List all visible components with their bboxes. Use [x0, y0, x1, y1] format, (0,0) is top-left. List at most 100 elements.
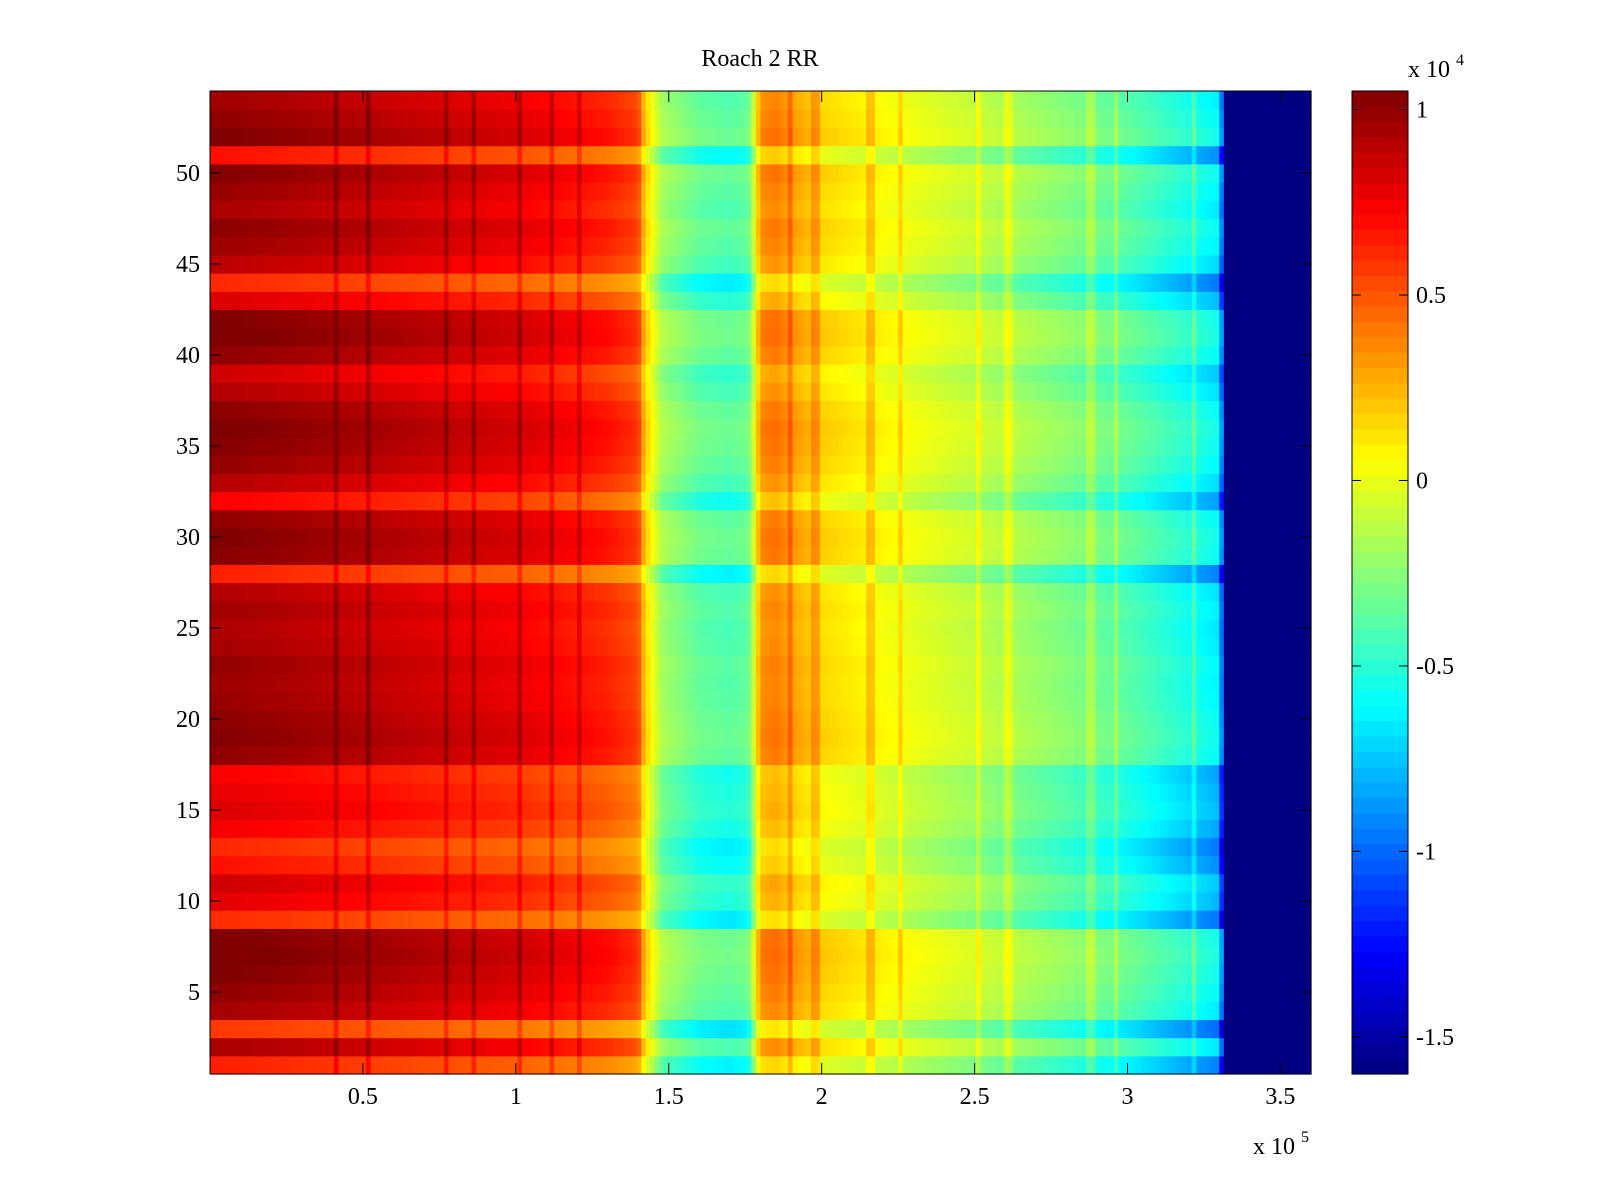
heatmap-cell: [1044, 946, 1051, 966]
heatmap-cell: [1301, 1019, 1308, 1039]
heatmap-cell: [1017, 691, 1023, 711]
heatmap-cell: [820, 1037, 826, 1057]
heatmap-cell: [691, 873, 697, 893]
heatmap-cell: [1136, 800, 1142, 820]
heatmap-cell: [641, 709, 647, 729]
heatmap-cell: [265, 728, 271, 747]
heatmap-cell: [329, 946, 335, 966]
heatmap-cell: [567, 891, 574, 911]
heatmap-cell: [797, 1055, 803, 1075]
heatmap-cell: [1012, 855, 1018, 875]
heatmap-cell: [728, 837, 734, 857]
heatmap-cell: [255, 891, 262, 911]
heatmap-cell: [751, 800, 757, 820]
heatmap-cell: [292, 746, 298, 766]
heatmap-cell: [1223, 946, 1230, 966]
heatmap-cell: [930, 891, 936, 911]
heatmap-cell: [1150, 764, 1156, 784]
heatmap-cell: [1246, 728, 1252, 747]
heatmap-cell: [1017, 873, 1023, 893]
heatmap-cell: [416, 1037, 422, 1057]
heatmap-cell: [1044, 873, 1051, 893]
heatmap-cell: [824, 709, 830, 729]
heatmap-cell: [370, 1037, 376, 1057]
heatmap-cell: [453, 855, 459, 875]
heatmap-cell: [1109, 837, 1115, 857]
heatmap-cell: [1228, 873, 1234, 893]
heatmap-cell: [1233, 819, 1239, 838]
heatmap-cell: [866, 782, 872, 802]
heatmap-cell: [549, 800, 555, 820]
heatmap-cell: [971, 837, 977, 857]
heatmap-cell: [664, 746, 670, 766]
heatmap-cell: [1155, 746, 1161, 766]
heatmap-cell: [1127, 928, 1133, 948]
heatmap-cell: [1265, 855, 1271, 875]
heatmap-cell: [466, 837, 473, 857]
heatmap-cell: [650, 691, 656, 711]
heatmap-cell: [1283, 873, 1289, 893]
heatmap-cell: [581, 982, 587, 1002]
heatmap-cell: [1104, 746, 1110, 766]
heatmap-cell: [526, 800, 532, 820]
heatmap-cell: [237, 709, 243, 729]
heatmap-cell: [755, 910, 762, 929]
heatmap-cell: [632, 946, 638, 966]
heatmap-cell: [595, 800, 601, 820]
heatmap-cell: [1155, 982, 1161, 1002]
heatmap-cell: [1210, 728, 1216, 747]
heatmap-cell: [457, 728, 463, 747]
heatmap-cell: [599, 964, 606, 984]
heatmap-cell: [306, 982, 312, 1002]
heatmap-cell: [788, 746, 794, 766]
heatmap-cell: [765, 728, 771, 747]
heatmap-cell: [659, 1037, 665, 1057]
heatmap-cell: [659, 1055, 665, 1075]
heatmap-cell: [893, 910, 899, 929]
heatmap-cell: [966, 946, 973, 966]
heatmap-cell: [1283, 1001, 1289, 1020]
heatmap-cell: [641, 891, 647, 911]
heatmap-cell: [1136, 982, 1142, 1002]
heatmap-cell: [700, 728, 707, 747]
heatmap-cell: [595, 964, 601, 984]
heatmap-cell: [1150, 819, 1156, 838]
heatmap-cell: [416, 891, 422, 911]
heatmap-cell: [1072, 855, 1078, 875]
heatmap-cell: [806, 691, 812, 711]
heatmap-cell: [375, 800, 381, 820]
heatmap-cell: [1044, 1001, 1051, 1020]
heatmap-cell: [1278, 1055, 1285, 1075]
heatmap-cell: [476, 946, 482, 966]
heatmap-cell: [324, 691, 330, 711]
heatmap-cell: [407, 946, 413, 966]
heatmap-cell: [884, 964, 890, 984]
heatmap-cell: [778, 964, 785, 984]
heatmap-cell: [728, 691, 734, 711]
heatmap-cell: [512, 873, 518, 893]
heatmap-cell: [503, 1055, 509, 1075]
heatmap-cell: [287, 691, 294, 711]
heatmap-cell: [558, 837, 564, 857]
heatmap-cell: [237, 964, 243, 984]
heatmap-cell: [375, 1001, 381, 1020]
heatmap-cell: [329, 782, 335, 802]
heatmap-cell: [732, 928, 739, 948]
heatmap-cell: [893, 837, 899, 857]
heatmap-cell: [980, 764, 986, 784]
heatmap-cell: [1141, 728, 1147, 747]
heatmap-cell: [485, 928, 491, 948]
heatmap-cell: [1283, 1019, 1289, 1039]
heatmap-cell: [1219, 746, 1225, 766]
heatmap-cell: [1141, 782, 1147, 802]
heatmap-cell: [902, 728, 908, 747]
heatmap-cell: [1086, 928, 1092, 948]
heatmap-cell: [306, 691, 312, 711]
heatmap-cell: [778, 928, 785, 948]
heatmap-cell: [278, 873, 284, 893]
heatmap-cell: [732, 1055, 739, 1075]
heatmap-cell: [1251, 855, 1257, 875]
heatmap-cell: [902, 709, 908, 729]
heatmap-cell: [829, 982, 835, 1002]
heatmap-cell: [1177, 946, 1184, 966]
